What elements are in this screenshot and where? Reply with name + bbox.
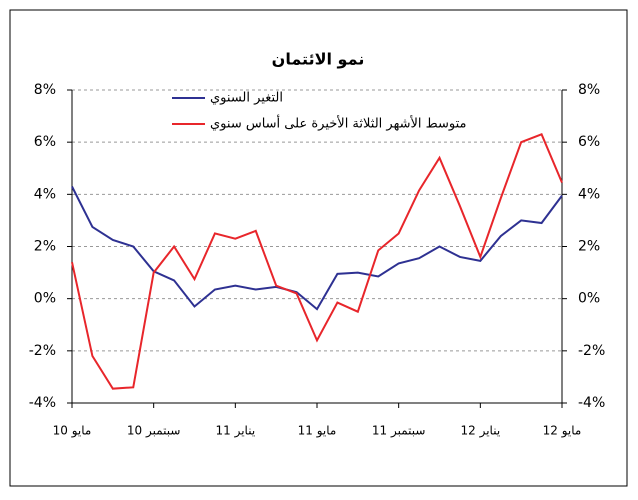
- x-tick-label: سبتمبر 11: [372, 424, 426, 439]
- y2-tick-label: 0%: [578, 291, 600, 307]
- x-tick-label: سبتمبر 10: [127, 424, 181, 439]
- y-tick-label: 6%: [34, 134, 56, 150]
- legend-label: متوسط الأشهر الثلاثة الأخيرة على أساس سن…: [210, 115, 466, 132]
- y2-tick-label: -2%: [578, 343, 605, 359]
- chart-frame: [9, 9, 628, 487]
- y2-tick-label: 2%: [578, 239, 600, 255]
- y-tick-label: 0%: [34, 291, 56, 307]
- y-tick-label: 8%: [34, 82, 56, 98]
- y2-tick-label: 6%: [578, 134, 600, 150]
- legend-label: التغير السنوي: [210, 91, 283, 106]
- y2-tick-label: -4%: [578, 395, 605, 411]
- y-tick-label: 2%: [34, 239, 56, 255]
- x-tick-label: يناير 11: [215, 424, 255, 439]
- chart-title: نمو الائتمان: [272, 50, 365, 69]
- y2-tick-label: 4%: [578, 186, 600, 202]
- y-tick-label: -2%: [29, 343, 56, 359]
- y-tick-label: -4%: [29, 395, 56, 411]
- y2-tick-label: 8%: [578, 82, 600, 98]
- series-line: [71, 133, 563, 390]
- x-tick-label: مايو 11: [298, 424, 337, 439]
- y-tick-label: 4%: [34, 186, 56, 202]
- x-tick-label: مايو 10: [53, 424, 92, 439]
- x-tick-label: يناير 12: [460, 424, 500, 439]
- x-tick-label: مايو 12: [543, 424, 582, 439]
